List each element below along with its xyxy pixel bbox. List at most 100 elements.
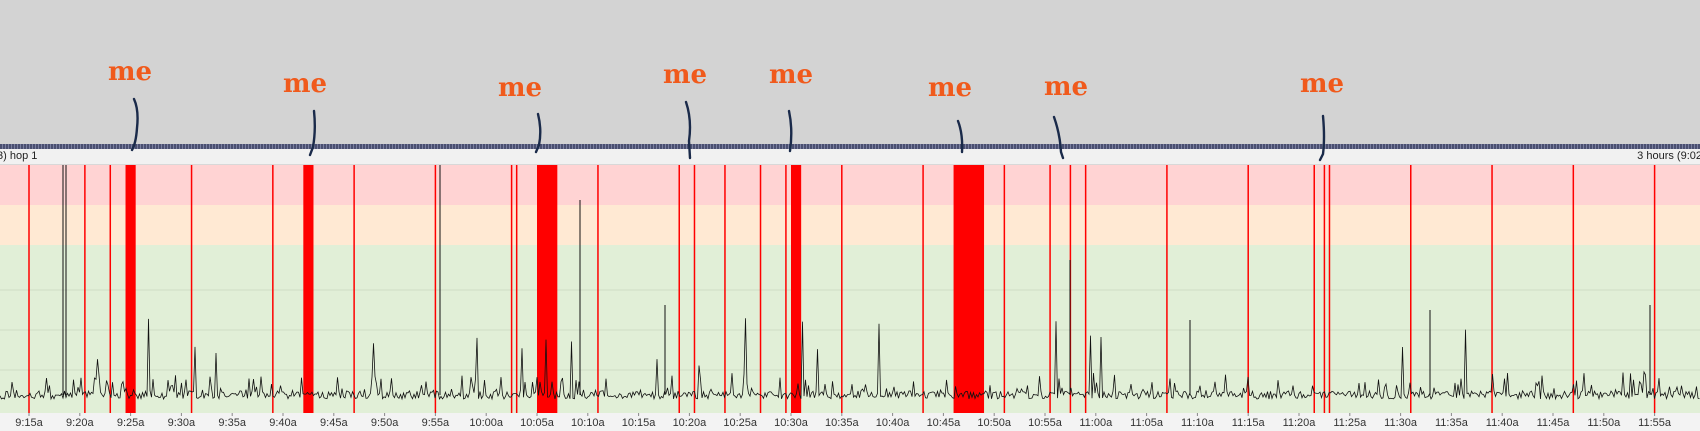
x-tick-label: 10:15a <box>622 417 657 429</box>
annotation-pointer <box>956 119 964 154</box>
me-annotation-label: me <box>769 60 813 90</box>
annotation-pointer <box>1052 115 1065 160</box>
loss-interval <box>537 165 558 413</box>
loss-marker <box>1572 165 1575 413</box>
x-tick-label: 9:20a <box>66 417 94 429</box>
x-tick-label: 11:20a <box>1283 417 1317 429</box>
loss-marker <box>515 165 518 413</box>
x-tick-label: 11:25a <box>1333 417 1367 429</box>
me-annotation-label: me <box>663 60 707 90</box>
loss-marker <box>1323 165 1326 413</box>
annotation-pointer <box>684 100 692 160</box>
x-tick-label: 11:05a <box>1130 417 1164 429</box>
zone-medium-latency <box>0 205 1700 245</box>
loss-marker <box>841 165 843 413</box>
loss-marker <box>434 165 437 413</box>
x-tick-label: 9:45a <box>320 417 348 429</box>
loss-marker <box>272 165 274 413</box>
loss-marker <box>190 165 193 413</box>
annotation-pointer <box>787 109 793 153</box>
x-tick-label: 10:25a <box>723 417 758 429</box>
time-axis-strip <box>0 413 1700 431</box>
loss-marker <box>724 165 726 413</box>
x-tick-label: 9:30a <box>168 417 196 429</box>
x-tick-label: 10:10a <box>571 417 606 429</box>
me-annotation-label: me <box>108 57 152 87</box>
zone-low-latency <box>0 245 1700 413</box>
x-tick-label: 10:00a <box>469 417 504 429</box>
loss-marker <box>1491 165 1493 413</box>
x-tick-label: 10:55a <box>1028 417 1063 429</box>
x-tick-label: 10:50a <box>977 417 1012 429</box>
x-tick-label: 11:35a <box>1435 417 1469 429</box>
loss-interval <box>125 165 136 413</box>
loss-marker <box>28 165 30 413</box>
me-annotation-label: me <box>1300 69 1344 99</box>
zone-high-latency <box>0 165 1700 205</box>
x-tick-label: 9:50a <box>371 417 399 429</box>
loss-marker <box>1166 165 1168 413</box>
x-axis: 9:15a 9:20a 9:25a 9:30a 9:35a 9:40a 9:45a 9:50a… <box>15 413 1700 429</box>
loss-marker <box>1653 165 1656 413</box>
annotation-pointer <box>1318 114 1326 162</box>
loss-interval <box>953 165 985 413</box>
x-tick-label: 10:45a <box>927 417 962 429</box>
me-annotations: me me me me me me me me <box>108 57 1344 162</box>
me-annotation-label: me <box>498 73 542 103</box>
loss-marker <box>1003 165 1006 413</box>
x-tick-label: 9:55a <box>422 417 450 429</box>
x-tick-label: 11:30a <box>1384 417 1418 429</box>
me-annotation-label: me <box>928 73 972 103</box>
loss-marker <box>510 165 513 413</box>
x-tick-label: 11:00a <box>1079 417 1113 429</box>
loss-marker <box>1328 165 1331 413</box>
x-tick-label: 11:50a <box>1587 417 1621 429</box>
x-tick-label: 10:35a <box>825 417 860 429</box>
loss-marker <box>1410 165 1412 413</box>
loss-marker <box>693 165 696 413</box>
latency-zones <box>0 165 1700 413</box>
me-annotation-label: me <box>283 69 327 99</box>
annotation-pointer <box>130 97 139 152</box>
loss-marker <box>597 165 599 413</box>
annotation-pointer <box>534 112 542 154</box>
x-tick-label: 10:30a <box>774 417 809 429</box>
x-tick-label: 11:15a <box>1232 417 1266 429</box>
x-tick-label: 11:40a <box>1486 417 1520 429</box>
loss-marker <box>922 165 924 413</box>
loss-marker <box>84 165 86 413</box>
x-tick-label: 9:25a <box>117 417 145 429</box>
loss-marker <box>678 165 680 413</box>
latency-line <box>0 318 1700 401</box>
x-tick-label: 11:45a <box>1537 417 1571 429</box>
x-tick-label: 9:35a <box>218 417 246 429</box>
latency-series <box>0 165 1700 401</box>
loss-interval <box>791 165 802 413</box>
loss-interval <box>303 165 314 413</box>
loss-marker <box>785 165 787 413</box>
loss-marker <box>109 165 112 413</box>
loss-marker <box>1313 165 1315 413</box>
loss-marker <box>1084 165 1087 413</box>
x-tick-label: 11:55a <box>1638 417 1672 429</box>
x-tick-label: 10:20a <box>673 417 708 429</box>
graph-header: 3) hop 1 3 hours (9:02 <box>0 149 1700 165</box>
gridlines <box>0 289 1700 371</box>
x-tick-label: 10:40a <box>876 417 911 429</box>
duration-label: 3 hours (9:02 <box>1637 150 1700 162</box>
x-tick-label: 10:05a <box>520 417 555 429</box>
loss-marker <box>759 165 762 413</box>
timeline-separator <box>0 144 1700 149</box>
annotation-area <box>0 0 1700 146</box>
x-tick-label: 9:40a <box>269 417 297 429</box>
packet-loss-markers <box>28 165 1656 413</box>
x-tick-label: 11:10a <box>1181 417 1215 429</box>
annotation-pointer <box>308 109 316 157</box>
loss-marker <box>1049 165 1051 413</box>
x-tick-label: 9:15a <box>15 417 43 429</box>
loss-marker <box>353 165 355 413</box>
loss-marker <box>1247 165 1249 413</box>
hop-label: 3) hop 1 <box>0 150 38 162</box>
me-annotation-label: me <box>1044 72 1088 102</box>
